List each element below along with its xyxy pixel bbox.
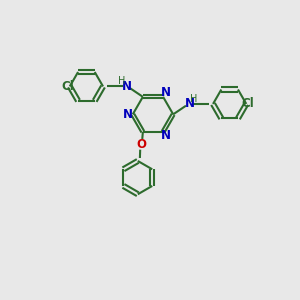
Text: N: N (123, 108, 133, 121)
Text: Cl: Cl (242, 98, 254, 110)
Text: H: H (190, 94, 198, 103)
Text: N: N (160, 130, 170, 142)
Text: N: N (122, 80, 131, 93)
Text: N: N (160, 86, 170, 99)
Text: Cl: Cl (61, 80, 74, 93)
Text: O: O (136, 138, 146, 151)
Text: H: H (118, 76, 126, 86)
Text: N: N (184, 98, 194, 110)
